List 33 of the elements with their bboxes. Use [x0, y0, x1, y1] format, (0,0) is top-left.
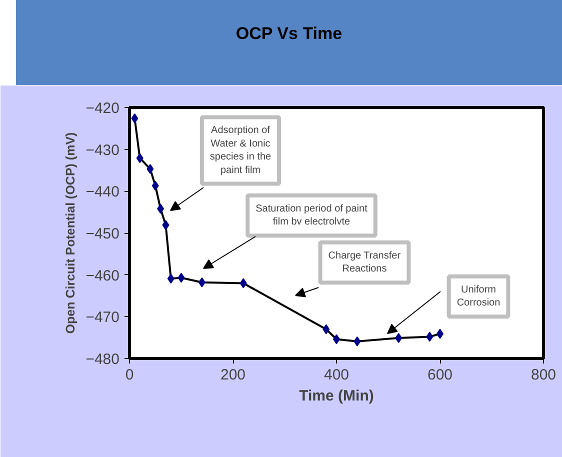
point: [136, 153, 144, 164]
annotation: Saturation period of paint film bv electrolvte: [256, 203, 368, 228]
y-axis-title: Open Circuit Potential (OCP) (mV): [64, 132, 78, 334]
point: [426, 332, 434, 342]
y-tick-label: −450: [86, 226, 120, 242]
x-tick-label: 0: [125, 366, 134, 384]
annotation: Uniform Corrosion: [456, 284, 500, 309]
x-tick-label: 800: [530, 366, 556, 384]
annotation: Charge Transfer Reactions: [328, 250, 402, 275]
point: [167, 274, 174, 284]
y-tick-label: −470: [86, 309, 120, 326]
y-tick-label: −420: [86, 100, 120, 117]
x-tick-label: 200: [220, 366, 246, 384]
annotation: Adsorption of Water & Ionic species in the paint film: [210, 125, 272, 176]
point: [146, 164, 154, 174]
y-tick-label: −480: [86, 351, 120, 368]
point: [157, 204, 164, 214]
y-tick-label: −460: [86, 267, 120, 284]
y-tick-label: −440: [86, 184, 120, 201]
chart-title: OCP Vs Time: [16, 0, 562, 85]
x-tick-label: 400: [324, 366, 350, 384]
point: [240, 278, 247, 288]
point: [198, 277, 206, 288]
x-axis-title: Time (Min): [299, 388, 374, 404]
point: [131, 113, 138, 124]
point: [322, 324, 330, 334]
point: [152, 180, 159, 191]
point: [395, 333, 402, 343]
point: [354, 336, 361, 346]
point: [178, 272, 185, 283]
y-tick-label: −430: [86, 142, 120, 159]
x-tick-label: 600: [427, 366, 453, 384]
point: [162, 220, 170, 230]
